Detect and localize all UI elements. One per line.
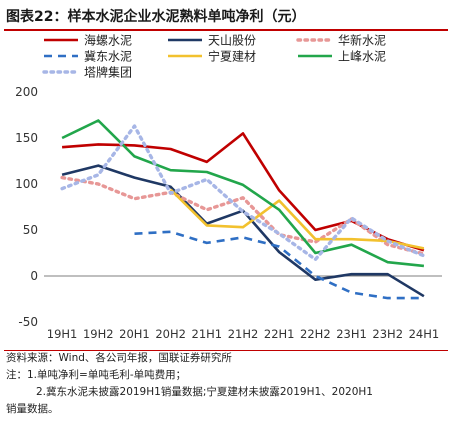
x-tick-label: 19H2: [83, 327, 114, 341]
x-tick-label: 21H2: [228, 327, 259, 341]
series-line: [61, 119, 425, 268]
legend-label: 宁夏建材: [208, 49, 256, 64]
legend-label: 华新水泥: [338, 33, 386, 48]
y-tick-label: 200: [15, 85, 38, 99]
y-axis-ticks: -50 0 50 100 150 200: [15, 85, 38, 329]
y-tick-label: -50: [18, 315, 38, 329]
note-line-2: 2.冀东水泥未披露2019H1销量数据;宁夏建材未披露2019H1、2020H1: [36, 386, 373, 398]
legend-label: 海螺水泥: [84, 33, 132, 48]
legend-label: 冀东水泥: [84, 50, 132, 64]
x-tick-label: 23H1: [336, 327, 367, 341]
footer-divider: [4, 350, 448, 351]
chart-title: 图表22：样本水泥企业水泥熟料单吨净利（元）: [6, 9, 306, 25]
series-line: [60, 175, 426, 256]
y-tick-label: 50: [23, 223, 38, 237]
series-line: [134, 230, 424, 300]
x-tick-label: 21H1: [192, 327, 223, 341]
note-line-3: 销量数据。: [6, 403, 59, 415]
y-tick-label: 150: [15, 131, 38, 145]
source-note: 资料来源：Wind、各公司年报，国联证券研究所: [6, 352, 232, 364]
x-tick-label: 24H1: [409, 327, 440, 341]
legend-label: 天山股份: [208, 34, 256, 48]
plot-area: -50 0 50 100 150 200 19H1 19H2 20H1 20H2 21H1 21H2…: [15, 85, 442, 341]
x-tick-label: 20H1: [119, 327, 150, 341]
y-tick-label: 0: [30, 269, 38, 283]
x-tick-label: 19H1: [47, 327, 78, 341]
series-line: [60, 124, 426, 262]
chart-notes: 资料来源：Wind、各公司年报，国联证券研究所 注：1.单吨净利=单吨毛利-单吨…: [6, 350, 448, 418]
x-tick-label: 20H2: [155, 327, 186, 341]
x-tick-label: 23H2: [372, 327, 403, 341]
series-lines: [60, 119, 426, 300]
x-axis-ticks: 19H1 19H2 20H1 20H2 21H1 21H2 22H1 22H2 23H1 23H2…: [47, 327, 439, 341]
note-line-1: 注：1.单吨净利=单吨毛利-单吨费用；: [6, 369, 187, 381]
title-divider: [4, 29, 448, 31]
y-tick-label: 100: [15, 177, 38, 191]
legend-label: 上峰水泥: [338, 50, 386, 64]
x-tick-label: 22H2: [300, 327, 331, 341]
legend-label: 塔牌集团: [84, 65, 132, 80]
series-line: [169, 188, 425, 250]
x-tick-label: 22H1: [264, 327, 295, 341]
